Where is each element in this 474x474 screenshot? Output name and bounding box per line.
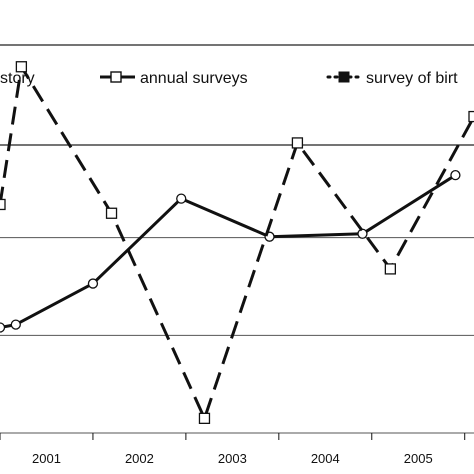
point-0-1 [10, 319, 21, 330]
point-1-5 [384, 263, 397, 275]
legend-swatch-annual-surveys [100, 71, 135, 83]
series-layer [0, 61, 474, 425]
x-tick-label-2001: 2001 [32, 451, 61, 466]
legend-label-annual-surveys: annual surveys [140, 70, 248, 87]
legend: story annual surveys survey of birt [0, 44, 474, 146]
series-annual-surveys [0, 170, 461, 333]
x-tick-label-2002: 2002 [125, 451, 154, 466]
legend-label-survey-of-birt: survey of birt [366, 70, 458, 87]
point-0-5 [357, 228, 368, 239]
point-1-0 [0, 198, 6, 211]
legend-swatch-survey-of-birt [326, 71, 364, 83]
point-1-3 [198, 412, 211, 425]
point-1-2 [105, 207, 118, 219]
x-tick-label-2003: 2003 [218, 451, 247, 466]
point-1-6 [468, 110, 474, 123]
point-1-4 [291, 137, 304, 149]
series-story [0, 61, 474, 425]
point-0-2 [87, 278, 99, 289]
x-tick-label-2004: 2004 [311, 451, 340, 466]
gridlines [0, 237, 474, 434]
x-axis: 2001 2002 2003 2004 2005 [0, 433, 466, 466]
point-1-1 [15, 61, 28, 73]
point-0-0 [0, 322, 6, 333]
point-0-6 [450, 170, 461, 181]
point-0-3 [176, 193, 187, 204]
x-tick-label-2005: 2005 [404, 451, 433, 466]
